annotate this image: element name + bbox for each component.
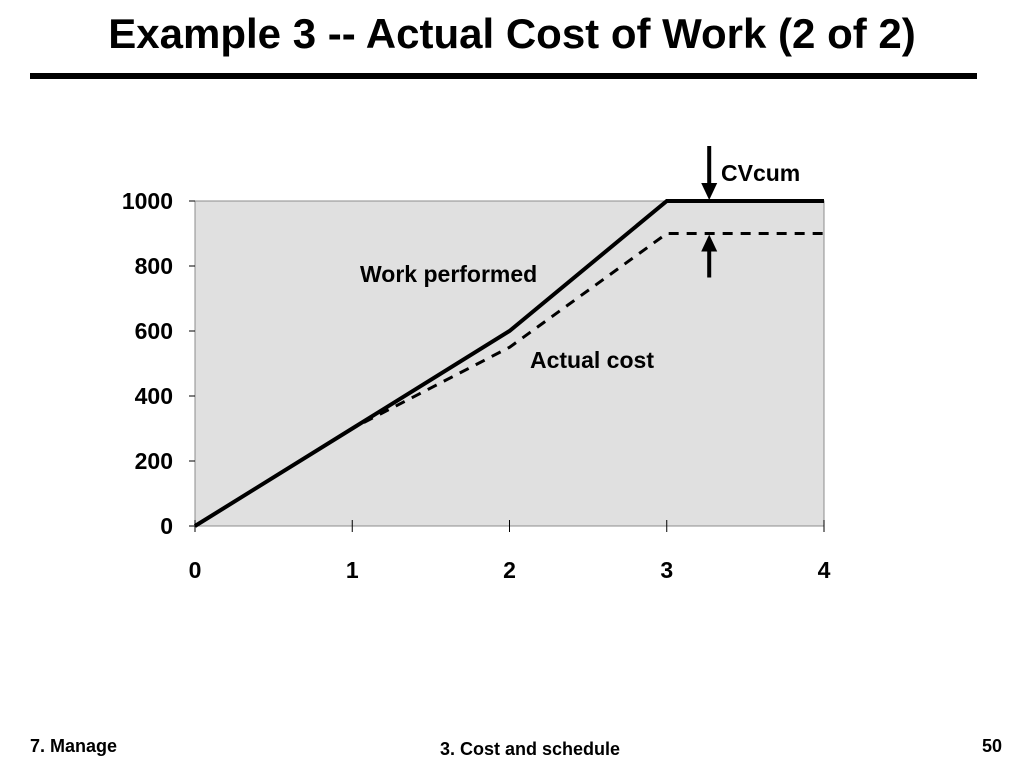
down-arrow-head xyxy=(701,183,718,200)
footer-page-number: 50 xyxy=(981,736,1002,756)
series-line-actual-cost xyxy=(194,232,824,528)
up-arrow-head xyxy=(701,234,718,252)
cvcum-annotation-label: CVcum xyxy=(721,160,800,186)
x-tick-label: 0 xyxy=(189,557,202,583)
y-tick-label: 200 xyxy=(135,448,173,474)
x-tick-label: 4 xyxy=(818,557,831,583)
footer-topic: 3. Cost and schedule xyxy=(439,739,621,759)
y-tick-label: 1000 xyxy=(122,188,173,214)
slide-title: Example 3 -- Actual Cost of Work (2 of 2… xyxy=(108,10,916,57)
title-divider xyxy=(30,73,977,79)
y-tick-label: 400 xyxy=(135,383,173,409)
series-label-actual-cost: Actual cost xyxy=(530,347,654,373)
series-label-work-performed: Work performed xyxy=(360,261,537,287)
footer-section: 7. Manage xyxy=(30,736,118,756)
y-tick-label: 600 xyxy=(135,318,173,344)
series-line-work-performed xyxy=(193,199,824,528)
x-tick-label: 2 xyxy=(503,557,516,583)
y-tick-label: 800 xyxy=(135,253,173,279)
plot-area xyxy=(194,200,825,527)
x-tick-label: 3 xyxy=(660,557,673,583)
x-tick-label: 1 xyxy=(346,557,359,583)
y-tick-label: 0 xyxy=(160,513,173,539)
